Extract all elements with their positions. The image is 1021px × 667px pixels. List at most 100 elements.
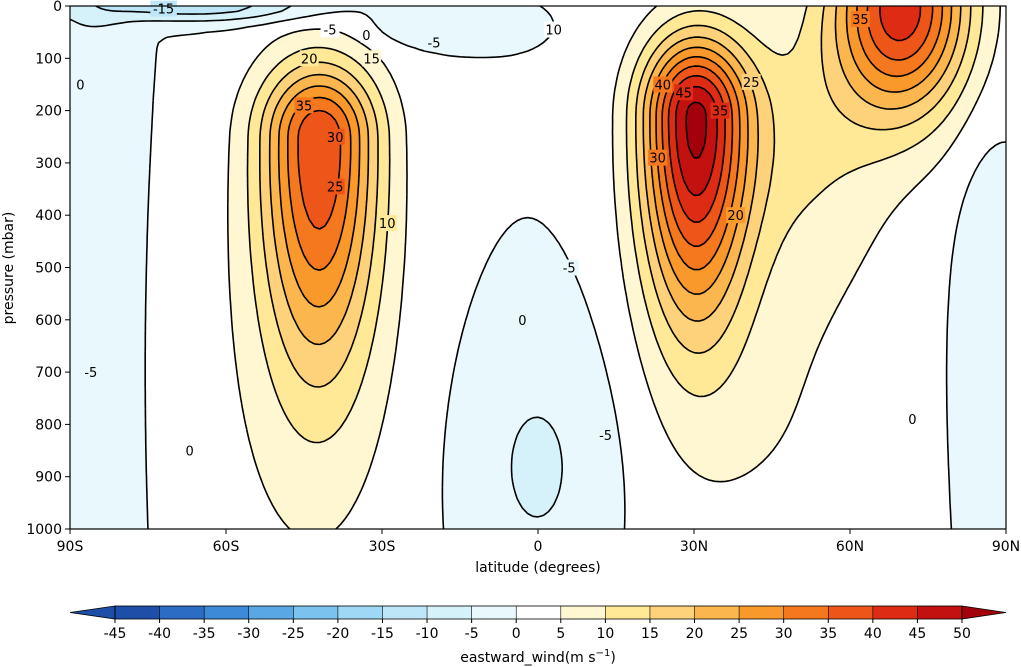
contour-label-bg xyxy=(150,0,177,17)
colorbar-segment xyxy=(516,606,562,619)
contour-label: 25 xyxy=(743,76,760,91)
contour-label: -5 xyxy=(324,24,337,39)
contour-label: 35 xyxy=(852,13,869,28)
contour-line-35 xyxy=(297,6,934,247)
colorbar-segment xyxy=(159,606,205,619)
contour-label: 0 xyxy=(185,445,193,460)
colorbar-segment xyxy=(649,606,696,619)
colorbar-segment xyxy=(605,606,651,619)
colorbar-tick-label: -25 xyxy=(282,626,305,642)
contour-label-bg xyxy=(183,442,196,459)
contour-label: 0 xyxy=(518,314,526,329)
colorbar-tick-label: 20 xyxy=(686,626,704,642)
contour-line-50 xyxy=(685,101,708,159)
colorbar-segment xyxy=(337,606,383,619)
colorbar-tick-label: -30 xyxy=(237,626,260,642)
colorbar-segment xyxy=(872,606,918,619)
colorbar-segment xyxy=(739,606,785,619)
y-tick-label: 100 xyxy=(35,51,62,67)
colorbar-label-exponent: −1 xyxy=(596,648,611,659)
colorbar-segment xyxy=(694,606,740,619)
contour-label-bg xyxy=(559,259,579,276)
x-tick-label: 30S xyxy=(369,539,396,555)
colorbar-tick-label: 5 xyxy=(556,626,565,642)
y-tick-label: 700 xyxy=(35,365,62,381)
y-tick-label: 1000 xyxy=(26,522,62,538)
colorbar-segment xyxy=(427,606,473,619)
contour-line-20 xyxy=(268,6,962,346)
contour-label-bg xyxy=(741,73,761,90)
y-tick-label: 600 xyxy=(35,313,62,329)
contour-label: -5 xyxy=(599,429,612,444)
colorbar: -45 -40 -35 -30 -25 -20 -15 -10 -5 0 5 10 15 20 25 30 35… xyxy=(69,605,1007,642)
contour-label: -15 xyxy=(153,3,174,18)
colorbar-tick-label: 25 xyxy=(730,626,748,642)
contour-label-bg xyxy=(850,11,870,28)
contour-label-bg xyxy=(360,26,373,43)
contour-label-bg xyxy=(596,426,616,443)
colorbar-tick-label: -45 xyxy=(104,626,127,642)
colorbar-label-main: eastward_wind(m s xyxy=(460,650,595,666)
contour-label: 0 xyxy=(76,78,84,93)
contour-label: 40 xyxy=(655,78,672,93)
colorbar-tick-label: 30 xyxy=(775,626,793,642)
contour-label-bg xyxy=(294,97,314,114)
contour-label: 15 xyxy=(363,52,380,67)
colorbar-tick-label: 35 xyxy=(819,626,837,642)
contour-label: 35 xyxy=(712,105,729,120)
contour-label-bg xyxy=(81,364,101,381)
colorbar-segment xyxy=(382,606,428,619)
colorbar-tick-label: -40 xyxy=(148,626,171,642)
contour-label-bg xyxy=(726,207,746,224)
contour-label: 25 xyxy=(327,180,344,195)
colorbar-min-extend xyxy=(69,605,116,620)
y-tick-label: 200 xyxy=(35,104,62,120)
colorbar-segment xyxy=(471,606,517,619)
colorbar-tick-label: 45 xyxy=(909,626,927,642)
x-axis-label: latitude (degrees) xyxy=(475,560,600,576)
contour-line-5 xyxy=(227,6,1001,529)
contour-label: 30 xyxy=(649,152,666,167)
x-tick-label: 90N xyxy=(992,539,1020,555)
contour-label: 30 xyxy=(327,131,344,146)
contour-label: 0 xyxy=(908,413,916,428)
contour-label-bg xyxy=(906,411,919,428)
colorbar-segment xyxy=(560,606,606,619)
colorbar-tick-label: -20 xyxy=(326,626,349,642)
x-tick-label: 0 xyxy=(534,539,543,555)
colorbar-segment xyxy=(783,606,829,619)
contour-label-bg xyxy=(653,76,673,93)
colorbar-tick-label: -5 xyxy=(465,626,479,642)
colorbar-label: eastward_wind(m s−1) xyxy=(460,648,616,666)
colorbar-segment xyxy=(828,606,874,619)
colorbar-label-end: ) xyxy=(610,650,615,666)
contour-label-bg xyxy=(544,21,564,38)
colorbar-segment xyxy=(293,606,339,619)
contour-label: 0 xyxy=(362,29,370,44)
colorbar-tick-label: 0 xyxy=(512,626,521,642)
contour-label: -5 xyxy=(563,262,576,277)
colorbar-tick-label: -10 xyxy=(416,626,439,642)
contour-label-bg xyxy=(710,102,730,119)
contour-label: 20 xyxy=(301,52,318,67)
contour-label: 10 xyxy=(379,217,396,232)
colorbar-frame xyxy=(114,605,963,620)
colorbar-segment xyxy=(204,606,250,619)
y-tick-label: 400 xyxy=(35,208,62,224)
contour-label-bg xyxy=(325,128,345,145)
contour-label: 35 xyxy=(296,99,313,114)
contour-label-bg xyxy=(674,84,694,101)
contour-label-bg xyxy=(325,178,345,195)
y-axis-label: pressure (mbar) xyxy=(1,212,17,325)
y-tick-label: 0 xyxy=(53,0,62,15)
contour-label: 20 xyxy=(727,209,744,224)
x-tick-label: 60N xyxy=(836,539,864,555)
x-tick-label: 30N xyxy=(680,539,708,555)
colorbar-tick-label: 50 xyxy=(953,626,971,642)
contour-label-bg xyxy=(424,34,444,51)
contour-label-bg xyxy=(74,76,87,93)
colorbar-tick-label: -35 xyxy=(193,626,216,642)
